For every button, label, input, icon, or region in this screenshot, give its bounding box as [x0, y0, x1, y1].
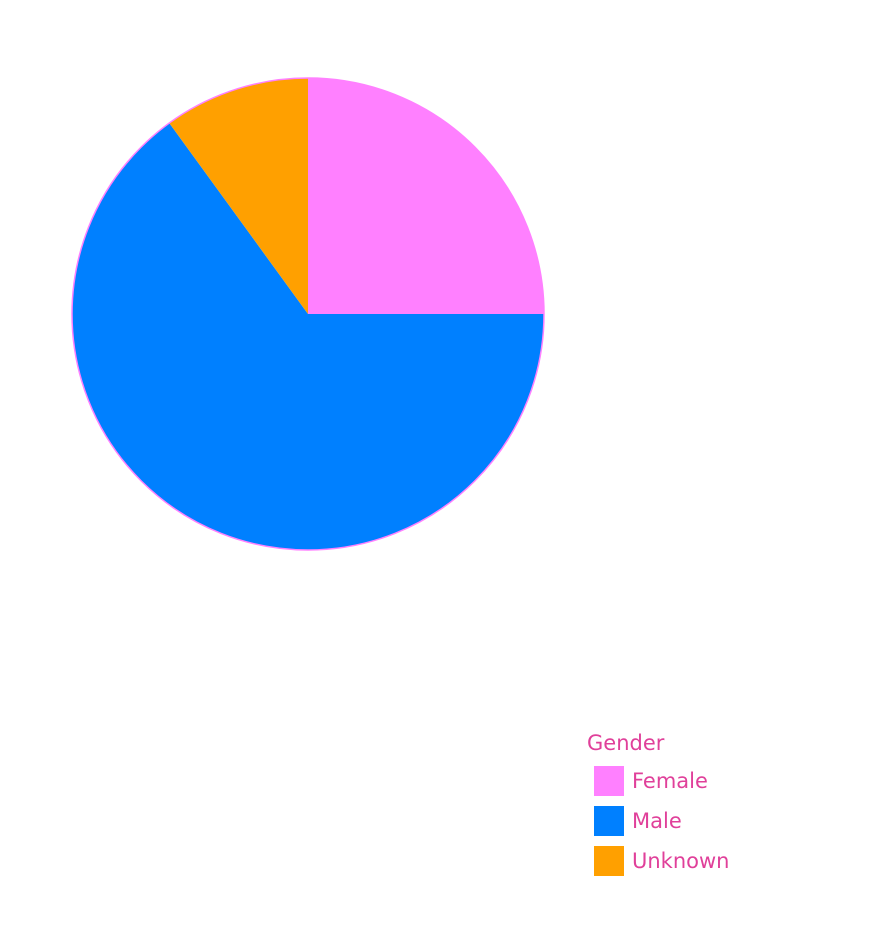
chart-legend: Gender Female Male Unknown [587, 728, 827, 884]
pie-outline [71, 77, 545, 551]
legend-item-male: Male [594, 804, 827, 838]
legend-swatch-unknown [594, 846, 624, 876]
legend-swatch-male [594, 806, 624, 836]
pie-slice-male [71, 123, 544, 550]
legend-item-female: Female [594, 764, 827, 798]
pie-slice-unknown [169, 78, 308, 314]
legend-label-unknown: Unknown [632, 849, 730, 873]
legend-item-unknown: Unknown [594, 844, 827, 878]
pie-slice-female [308, 78, 544, 314]
legend-label-male: Male [632, 809, 682, 833]
legend-label-female: Female [632, 769, 708, 793]
pie-slices [71, 77, 545, 551]
legend-title: Gender [587, 731, 665, 755]
legend-swatch-female [594, 766, 624, 796]
